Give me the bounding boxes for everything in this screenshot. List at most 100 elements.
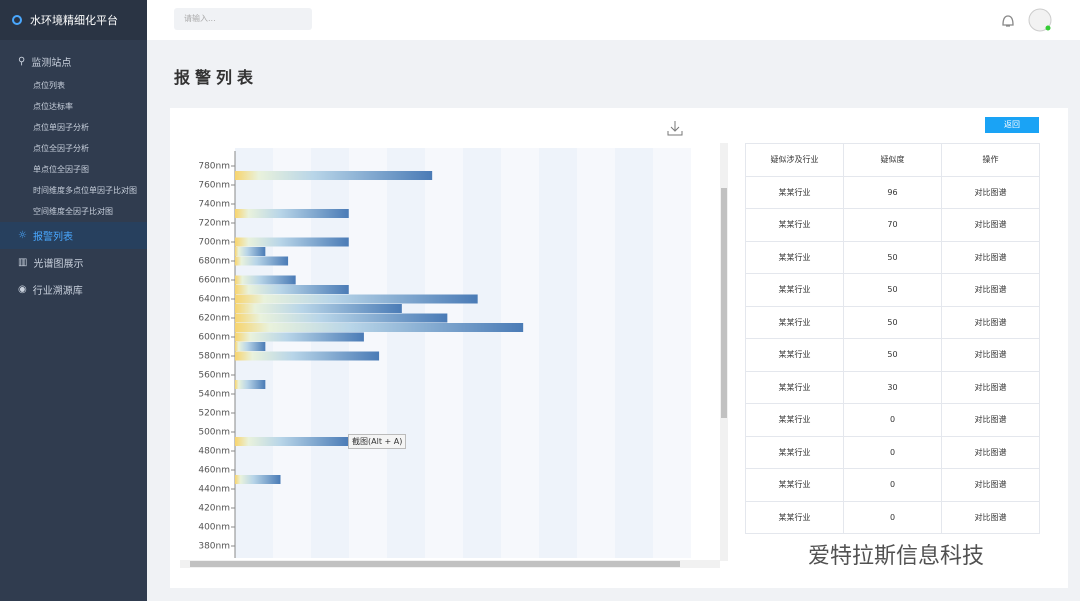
menu-item[interactable]: ◉ 行业溯源库 [18, 284, 83, 297]
y-tick-label: 600nm [198, 333, 230, 343]
menu-label: 光谱图展示 [33, 259, 84, 270]
y-tick-label: 620nm [198, 314, 230, 324]
table-cell: 50 [843, 240, 942, 274]
submenu-item[interactable]: 空间维度全因子比对图 [33, 207, 113, 216]
compare-link[interactable]: 对比图谱 [941, 468, 1040, 502]
y-tick-label: 740nm [198, 200, 230, 210]
y-tick-label: 780nm [198, 162, 230, 172]
header-icons [1002, 8, 1052, 32]
back-button[interactable]: 返回 [985, 117, 1039, 133]
submenu-item[interactable]: 点位全因子分析 [33, 144, 89, 153]
table-cell: 某某行业 [745, 370, 844, 404]
y-tick-label: 400nm [198, 523, 230, 533]
y-tick-label: 560nm [198, 371, 230, 381]
heat-bar [235, 294, 478, 304]
compare-link[interactable]: 对比图谱 [941, 403, 1040, 437]
avatar[interactable] [1028, 8, 1052, 32]
y-tick-label: 420nm [198, 504, 230, 514]
y-tick-label: 640nm [198, 295, 230, 305]
table-cell: 0 [843, 403, 942, 437]
compare-link[interactable]: 对比图谱 [941, 273, 1040, 307]
menu-label: 报警列表 [32, 232, 73, 243]
page-title: 报警列表 [174, 68, 259, 87]
y-tick-label: 380nm [198, 542, 230, 552]
heat-bar [235, 380, 266, 389]
table-cell: 某某行业 [745, 273, 844, 307]
table-cell: 某某行业 [745, 175, 844, 209]
logo: 水环境精细化平台 [0, 0, 147, 40]
y-tick-label: 480nm [198, 447, 230, 457]
tooltip: 截图(Alt + A) [348, 434, 407, 449]
table-header: 操作 [941, 143, 1040, 177]
submenu-item[interactable]: 单点位全因子图 [33, 165, 89, 174]
table-cell: 某某行业 [745, 403, 844, 437]
heat-bar [235, 323, 524, 332]
y-tick-label: 720nm [198, 219, 230, 229]
menu-item[interactable]: ▥ 光谱图展示 [18, 257, 84, 270]
compare-link[interactable]: 对比图谱 [941, 500, 1040, 534]
heat-bar [235, 304, 402, 313]
heat-background [653, 148, 691, 558]
heat-bar [235, 256, 289, 266]
app-title: 水环境精细化平台 [30, 14, 118, 27]
submenu: 点位列表点位达标率点位单因子分析 点位全因子分析 单点位全因子图时间维度多点位单因子… [0, 75, 147, 222]
heat-bar [235, 351, 380, 361]
y-tick-label: 500nm [198, 428, 230, 438]
submenu-item[interactable]: 点位列表 [33, 81, 65, 90]
y-tick-label: 520nm [198, 409, 230, 419]
compare-link[interactable]: 对比图谱 [941, 370, 1040, 404]
chart: 780nm 760nm 740nm 720nm 700nm 680nm 660nm 640nm… [180, 143, 728, 568]
compare-link[interactable]: 对比图谱 [941, 435, 1040, 469]
menu-label: 行业溯源库 [32, 286, 83, 297]
table-cell: 0 [843, 468, 942, 502]
table-cell: 某某行业 [745, 500, 844, 534]
compare-link[interactable]: 对比图谱 [941, 175, 1040, 209]
y-tick-label: 440nm [198, 485, 230, 495]
compare-link[interactable]: 对比图谱 [941, 240, 1040, 274]
heat-background [463, 148, 501, 558]
table-row: 某某行业 0 对比图谱 [745, 500, 1040, 534]
compare-link[interactable]: 对比图谱 [941, 338, 1040, 372]
table-cell: 30 [843, 370, 942, 404]
submenu-item[interactable]: 点位达标率 [33, 102, 73, 111]
watermark: 爱特拉斯信息科技 [808, 544, 985, 569]
heat-background [615, 148, 653, 558]
table-row: 某某行业 50 对比图谱 [745, 240, 1040, 274]
table-row: 某某行业 0 对比图谱 [745, 468, 1040, 502]
y-tick-label: 580nm [198, 352, 230, 362]
y-tick-label: 680nm [198, 257, 230, 267]
submenu-item[interactable]: 时间维度多点位单因子比对图 [33, 186, 137, 195]
table-cell: 70 [843, 208, 942, 242]
table-cell: 50 [843, 305, 942, 339]
submenu-item[interactable]: 点位单因子分析 [33, 123, 89, 132]
table-row: 某某行业 50 对比图谱 [745, 338, 1040, 372]
bell-icon[interactable] [1002, 15, 1014, 27]
status-dot [1045, 25, 1051, 31]
heat-bar [235, 332, 364, 342]
table-cell: 0 [843, 435, 942, 469]
heat-bar [235, 437, 349, 446]
h-scroll-thumb[interactable] [190, 561, 680, 567]
v-scroll-thumb[interactable] [721, 188, 727, 418]
table-row: 某某行业 96 对比图谱 [745, 175, 1040, 209]
table-header: 疑似涉及行业 [745, 143, 844, 177]
compare-link[interactable]: 对比图谱 [941, 305, 1040, 339]
heat-bar [235, 342, 266, 351]
table-cell: 96 [843, 175, 942, 209]
menu-item[interactable]: ⚲ 监测站点 [18, 56, 72, 69]
heat-bar [235, 171, 433, 180]
table-cell: 某某行业 [745, 240, 844, 274]
result-table: 疑似涉及行业 疑似度 操作 某某行业 96 对比图谱 某某行业 70 对比图谱 某某行业 50 对比图… [745, 143, 1040, 534]
menu-item[interactable]: ☼ 报警列表 [0, 222, 147, 249]
compare-link[interactable]: 对比图谱 [941, 208, 1040, 242]
table-row: 某某行业 30 对比图谱 [745, 370, 1040, 404]
table-row: 某某行业 50 对比图谱 [745, 305, 1040, 339]
download-icon[interactable] [667, 120, 683, 136]
heat-background [501, 148, 539, 558]
menu-label: 监测站点 [31, 58, 72, 69]
table-cell: 某某行业 [745, 468, 844, 502]
table-cell: 50 [843, 273, 942, 307]
search-box[interactable]: 请输入... [174, 8, 312, 30]
table-row: 某某行业 70 对比图谱 [745, 208, 1040, 242]
heat-bar [235, 247, 266, 256]
